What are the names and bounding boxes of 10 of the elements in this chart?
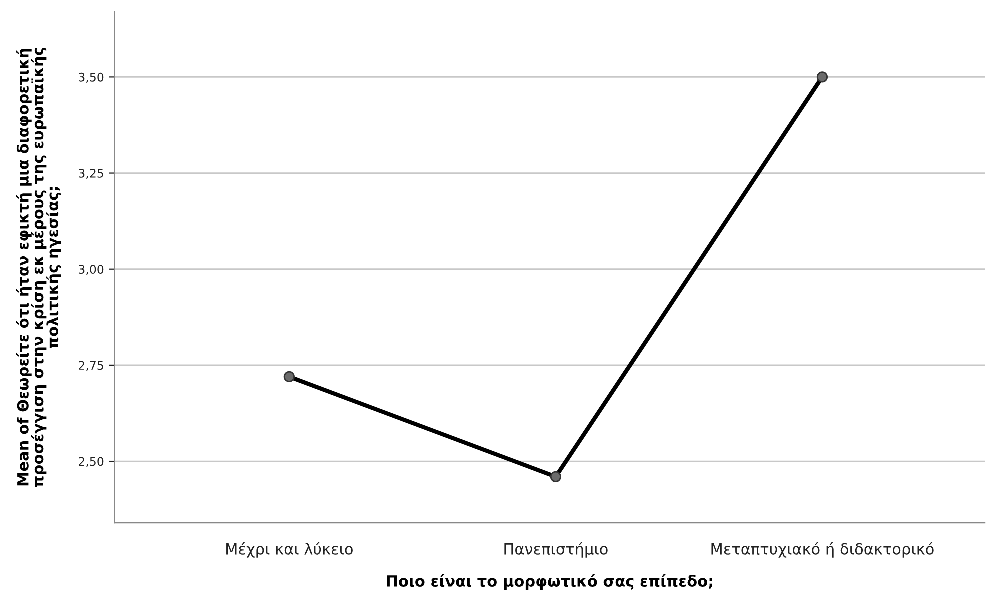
- x-axis-title: Ποιο είναι το μορφωτικό σας επίπεδο;: [387, 574, 712, 590]
- x-tick-label: Μεταπτυχιακό ή διδακτορικό: [712, 542, 934, 558]
- y-tick-label: 2,75: [79, 361, 104, 372]
- y-tick-label: 3,25: [79, 169, 104, 180]
- y-tick-label: 3,00: [79, 265, 104, 276]
- y-tick-label: 3,50: [79, 72, 104, 84]
- y-tick-label: 2,50: [79, 457, 104, 468]
- y-axis-title: Mean of Θεωρείτε ότι ήταν εφικτή μια διαφορετική προσέγγιση στην κρίση εκ μέρους της ευρωπαϊκής πολιτικής ηγεσίας;: [16, 48, 62, 488]
- x-tick-label: Πανεπιστήμιο: [504, 542, 608, 558]
- x-tick-label: Μέχρι και λύκειο: [226, 542, 353, 558]
